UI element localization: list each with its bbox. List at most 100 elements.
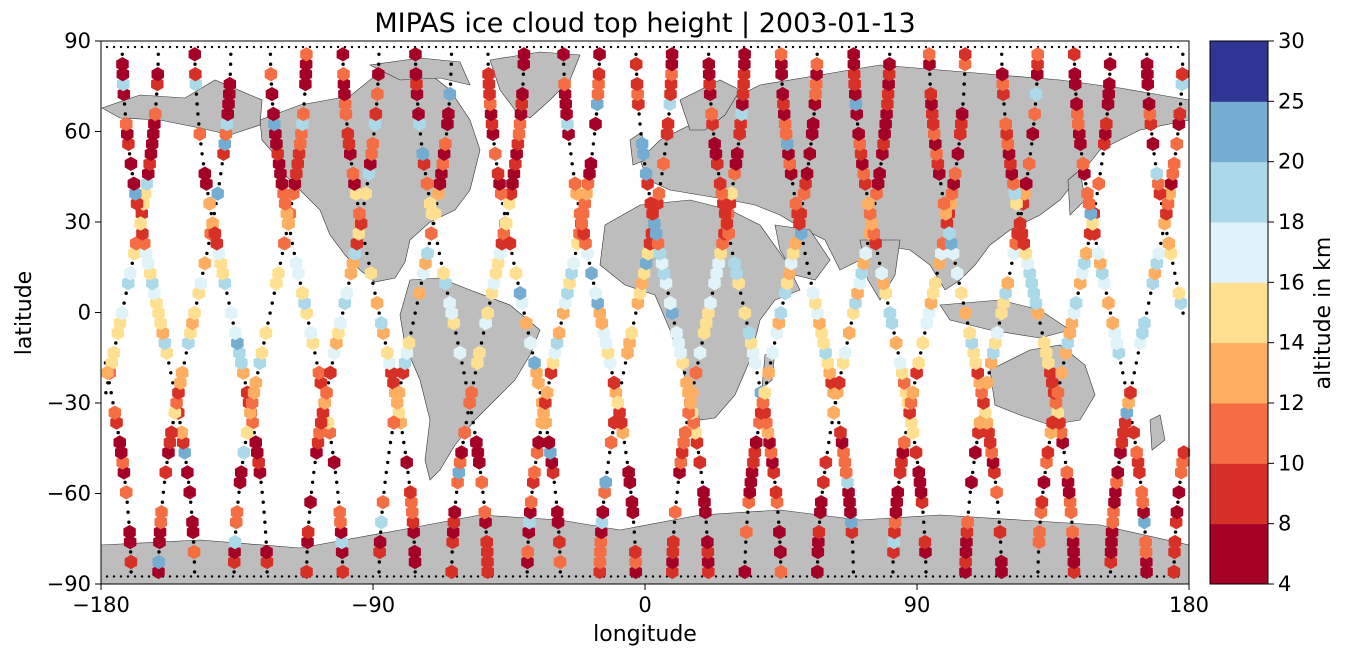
colorbar-tick-label: 14 bbox=[1278, 331, 1305, 355]
track-point bbox=[994, 45, 998, 49]
track-point bbox=[861, 575, 865, 578]
track-point bbox=[962, 92, 966, 96]
cloud-cell bbox=[509, 266, 523, 281]
cloud-cell bbox=[115, 305, 129, 321]
track-point bbox=[616, 45, 620, 49]
cloud-cell bbox=[814, 505, 827, 520]
track-point bbox=[757, 381, 761, 385]
cloud-cell bbox=[523, 515, 536, 530]
cloud-cell bbox=[481, 564, 494, 580]
track-point bbox=[406, 45, 410, 49]
cloud-cell bbox=[850, 106, 863, 122]
track-point bbox=[820, 490, 824, 494]
track-point bbox=[716, 172, 721, 176]
cloud-cell bbox=[703, 86, 717, 102]
track-point bbox=[383, 341, 388, 345]
track-point bbox=[798, 45, 802, 49]
track-point bbox=[637, 112, 641, 116]
track-point bbox=[1173, 152, 1178, 156]
cloud-cell bbox=[333, 505, 346, 520]
cloud-cell bbox=[837, 445, 850, 460]
track-point bbox=[675, 490, 679, 494]
y-tick-label: 30 bbox=[64, 210, 91, 234]
cloud-cell bbox=[448, 505, 461, 520]
cloud-cell bbox=[480, 534, 493, 550]
track-point bbox=[1136, 351, 1141, 355]
track-point bbox=[387, 450, 391, 455]
cloud-cell bbox=[338, 96, 352, 112]
cloud-cell bbox=[848, 67, 861, 82]
cloud-cell bbox=[482, 67, 495, 82]
cloud-cell bbox=[943, 226, 956, 241]
cloud-cell bbox=[918, 534, 932, 550]
track-point bbox=[728, 575, 732, 578]
track-point bbox=[192, 560, 197, 564]
track-point bbox=[1105, 112, 1109, 116]
cloud-cell bbox=[528, 465, 541, 480]
cloud-cell bbox=[925, 96, 938, 112]
track-point bbox=[377, 52, 381, 56]
cloud-cell bbox=[107, 345, 120, 361]
track-point bbox=[996, 510, 1001, 514]
track-point bbox=[1100, 162, 1104, 166]
cloud-cell bbox=[299, 57, 313, 72]
cloud-cell bbox=[291, 156, 304, 171]
track-point bbox=[624, 450, 628, 455]
track-point bbox=[963, 72, 967, 76]
cloud-cell bbox=[1070, 96, 1083, 112]
track-point bbox=[1036, 575, 1040, 578]
track-point bbox=[1036, 560, 1040, 564]
track-point bbox=[189, 575, 193, 578]
track-point bbox=[504, 45, 508, 49]
track-point bbox=[210, 45, 214, 49]
cloud-cell bbox=[985, 445, 998, 460]
cloud-cell bbox=[1131, 455, 1145, 470]
track-point bbox=[154, 102, 158, 106]
cloud-cell bbox=[471, 445, 485, 460]
cloud-cell bbox=[491, 166, 505, 181]
cloud-cell bbox=[673, 465, 686, 480]
cloud-cell bbox=[593, 554, 607, 570]
cloud-cell bbox=[594, 534, 607, 550]
cloud-cell bbox=[1172, 116, 1186, 132]
cloud-cell bbox=[706, 116, 719, 132]
cloud-cell bbox=[402, 335, 416, 351]
track-point bbox=[1026, 172, 1030, 176]
cloud-cell bbox=[926, 106, 939, 122]
cloud-cell bbox=[165, 425, 178, 440]
track-point bbox=[1050, 575, 1054, 578]
track-point bbox=[199, 142, 203, 146]
cloud-cell bbox=[334, 315, 347, 331]
track-point bbox=[521, 82, 525, 86]
cloud-cell bbox=[335, 544, 349, 560]
cloud-cell bbox=[313, 425, 326, 440]
cloud-cell bbox=[1170, 505, 1184, 520]
cloud-cell bbox=[896, 445, 910, 460]
track-point bbox=[643, 162, 647, 166]
cloud-cell bbox=[1001, 136, 1015, 152]
track-point bbox=[845, 341, 849, 345]
track-point bbox=[449, 52, 454, 56]
track-point bbox=[744, 540, 748, 544]
cloud-cell bbox=[630, 76, 644, 92]
track-point bbox=[168, 575, 172, 578]
track-point bbox=[371, 281, 375, 285]
cloud-cell bbox=[1104, 554, 1117, 570]
cloud-cell bbox=[947, 176, 960, 191]
track-point bbox=[1019, 211, 1023, 216]
cloud-cell bbox=[1161, 196, 1175, 211]
track-point bbox=[411, 321, 415, 325]
cloud-cell bbox=[124, 266, 137, 281]
track-point bbox=[972, 460, 976, 465]
track-point bbox=[559, 321, 563, 325]
cloud-cell bbox=[959, 564, 972, 580]
cloud-cell bbox=[117, 465, 131, 480]
track-point bbox=[1104, 291, 1109, 295]
track-point bbox=[1032, 122, 1036, 126]
track-point bbox=[175, 45, 179, 49]
cloud-cell bbox=[410, 86, 424, 102]
cloud-cell bbox=[725, 186, 738, 201]
track-point bbox=[1120, 45, 1124, 49]
cloud-cell bbox=[1066, 524, 1079, 540]
cloud-cell bbox=[693, 345, 707, 361]
